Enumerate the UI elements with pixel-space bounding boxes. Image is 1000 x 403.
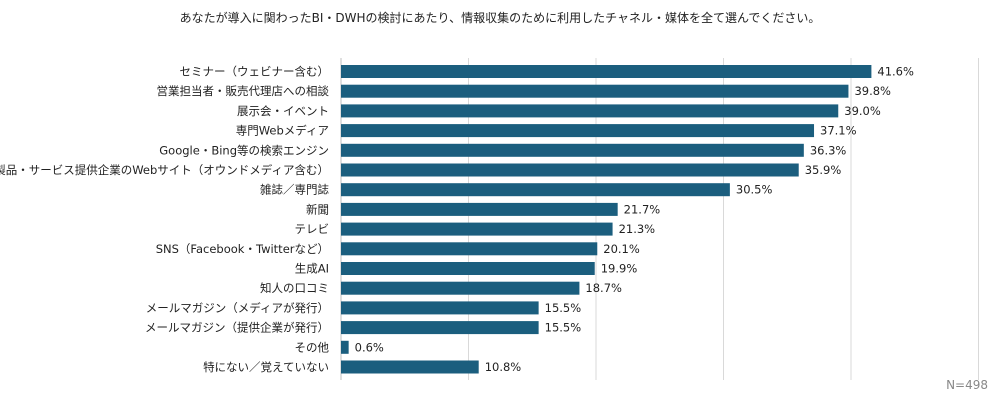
category-label-15: 特にない／覚えていない — [203, 360, 329, 374]
bar-13 — [341, 321, 539, 335]
bar-2 — [341, 104, 839, 118]
bar-0 — [341, 65, 872, 78]
category-label-12: メールマガジン（メディアが発行） — [146, 301, 329, 315]
value-label-15: 10.8% — [485, 360, 522, 374]
bar-7 — [341, 202, 618, 216]
bar-4 — [341, 143, 804, 157]
category-label-3: 専門Webメディア — [236, 124, 329, 138]
value-label-4: 36.3% — [810, 143, 847, 157]
category-label-11: 知人の口コミ — [260, 281, 329, 295]
bars — [341, 65, 872, 374]
bar-15 — [341, 360, 479, 374]
value-label-9: 20.1% — [603, 242, 640, 256]
value-label-10: 19.9% — [601, 262, 638, 276]
bar-1 — [341, 84, 849, 98]
category-label-6: 雑誌／専門誌 — [260, 183, 329, 197]
value-label-0: 41.6% — [877, 65, 914, 79]
value-label-2: 39.0% — [844, 104, 881, 118]
category-label-10: 生成AI — [295, 262, 329, 276]
bar-8 — [341, 222, 613, 236]
bar-10 — [341, 262, 595, 275]
value-label-1: 39.8% — [854, 84, 891, 98]
category-label-1: 営業担当者・販売代理店への相談 — [157, 84, 330, 98]
category-label-14: その他 — [295, 340, 330, 354]
category-labels: セミナー（ウェビナー含む） 営業担当者・販売代理店への相談展示会・イベント専門We… — [0, 65, 329, 375]
value-label-3: 37.1% — [820, 124, 857, 138]
value-label-11: 18.7% — [585, 281, 622, 295]
chart-title: あなたが導入に関わったBI・DWHの検討にあたり、情報収集のために利用したチャネ… — [179, 11, 821, 25]
bar-12 — [341, 301, 539, 315]
bar-5 — [341, 163, 799, 177]
value-label-12: 15.5% — [545, 301, 582, 315]
value-label-7: 21.7% — [624, 202, 661, 216]
category-label-7: 新聞 — [306, 202, 329, 216]
category-label-4: Google・Bing等の検索エンジン — [159, 143, 329, 157]
category-label-13: メールマガジン（提供企業が発行） — [145, 321, 329, 335]
value-label-8: 21.3% — [619, 222, 656, 236]
value-label-13: 15.5% — [545, 321, 582, 335]
value-label-6: 30.5% — [736, 183, 773, 197]
category-label-9: SNS（Facebook・Twitterなど） — [156, 242, 329, 256]
category-label-5: 製品・サービス提供企業のWebサイト（オウンドメディア含む） — [0, 163, 329, 177]
value-label-14: 0.6% — [355, 340, 384, 354]
bar-11 — [341, 281, 580, 295]
category-label-2: 展示会・イベント — [237, 104, 329, 118]
bar-6 — [341, 183, 730, 197]
bar-3 — [341, 124, 815, 138]
category-label-0: セミナー（ウェビナー含む） — [180, 65, 330, 79]
bar-14 — [341, 340, 349, 354]
value-label-5: 35.9% — [805, 163, 842, 177]
value-labels: 41.6% 39.8% 39.0% 37.1% 36.3% 35.9% 30.5% 21.7%… — [355, 65, 914, 375]
bar-9 — [341, 242, 598, 256]
sample-size-label: N=498 — [946, 378, 988, 392]
category-label-8: テレビ — [295, 222, 330, 236]
